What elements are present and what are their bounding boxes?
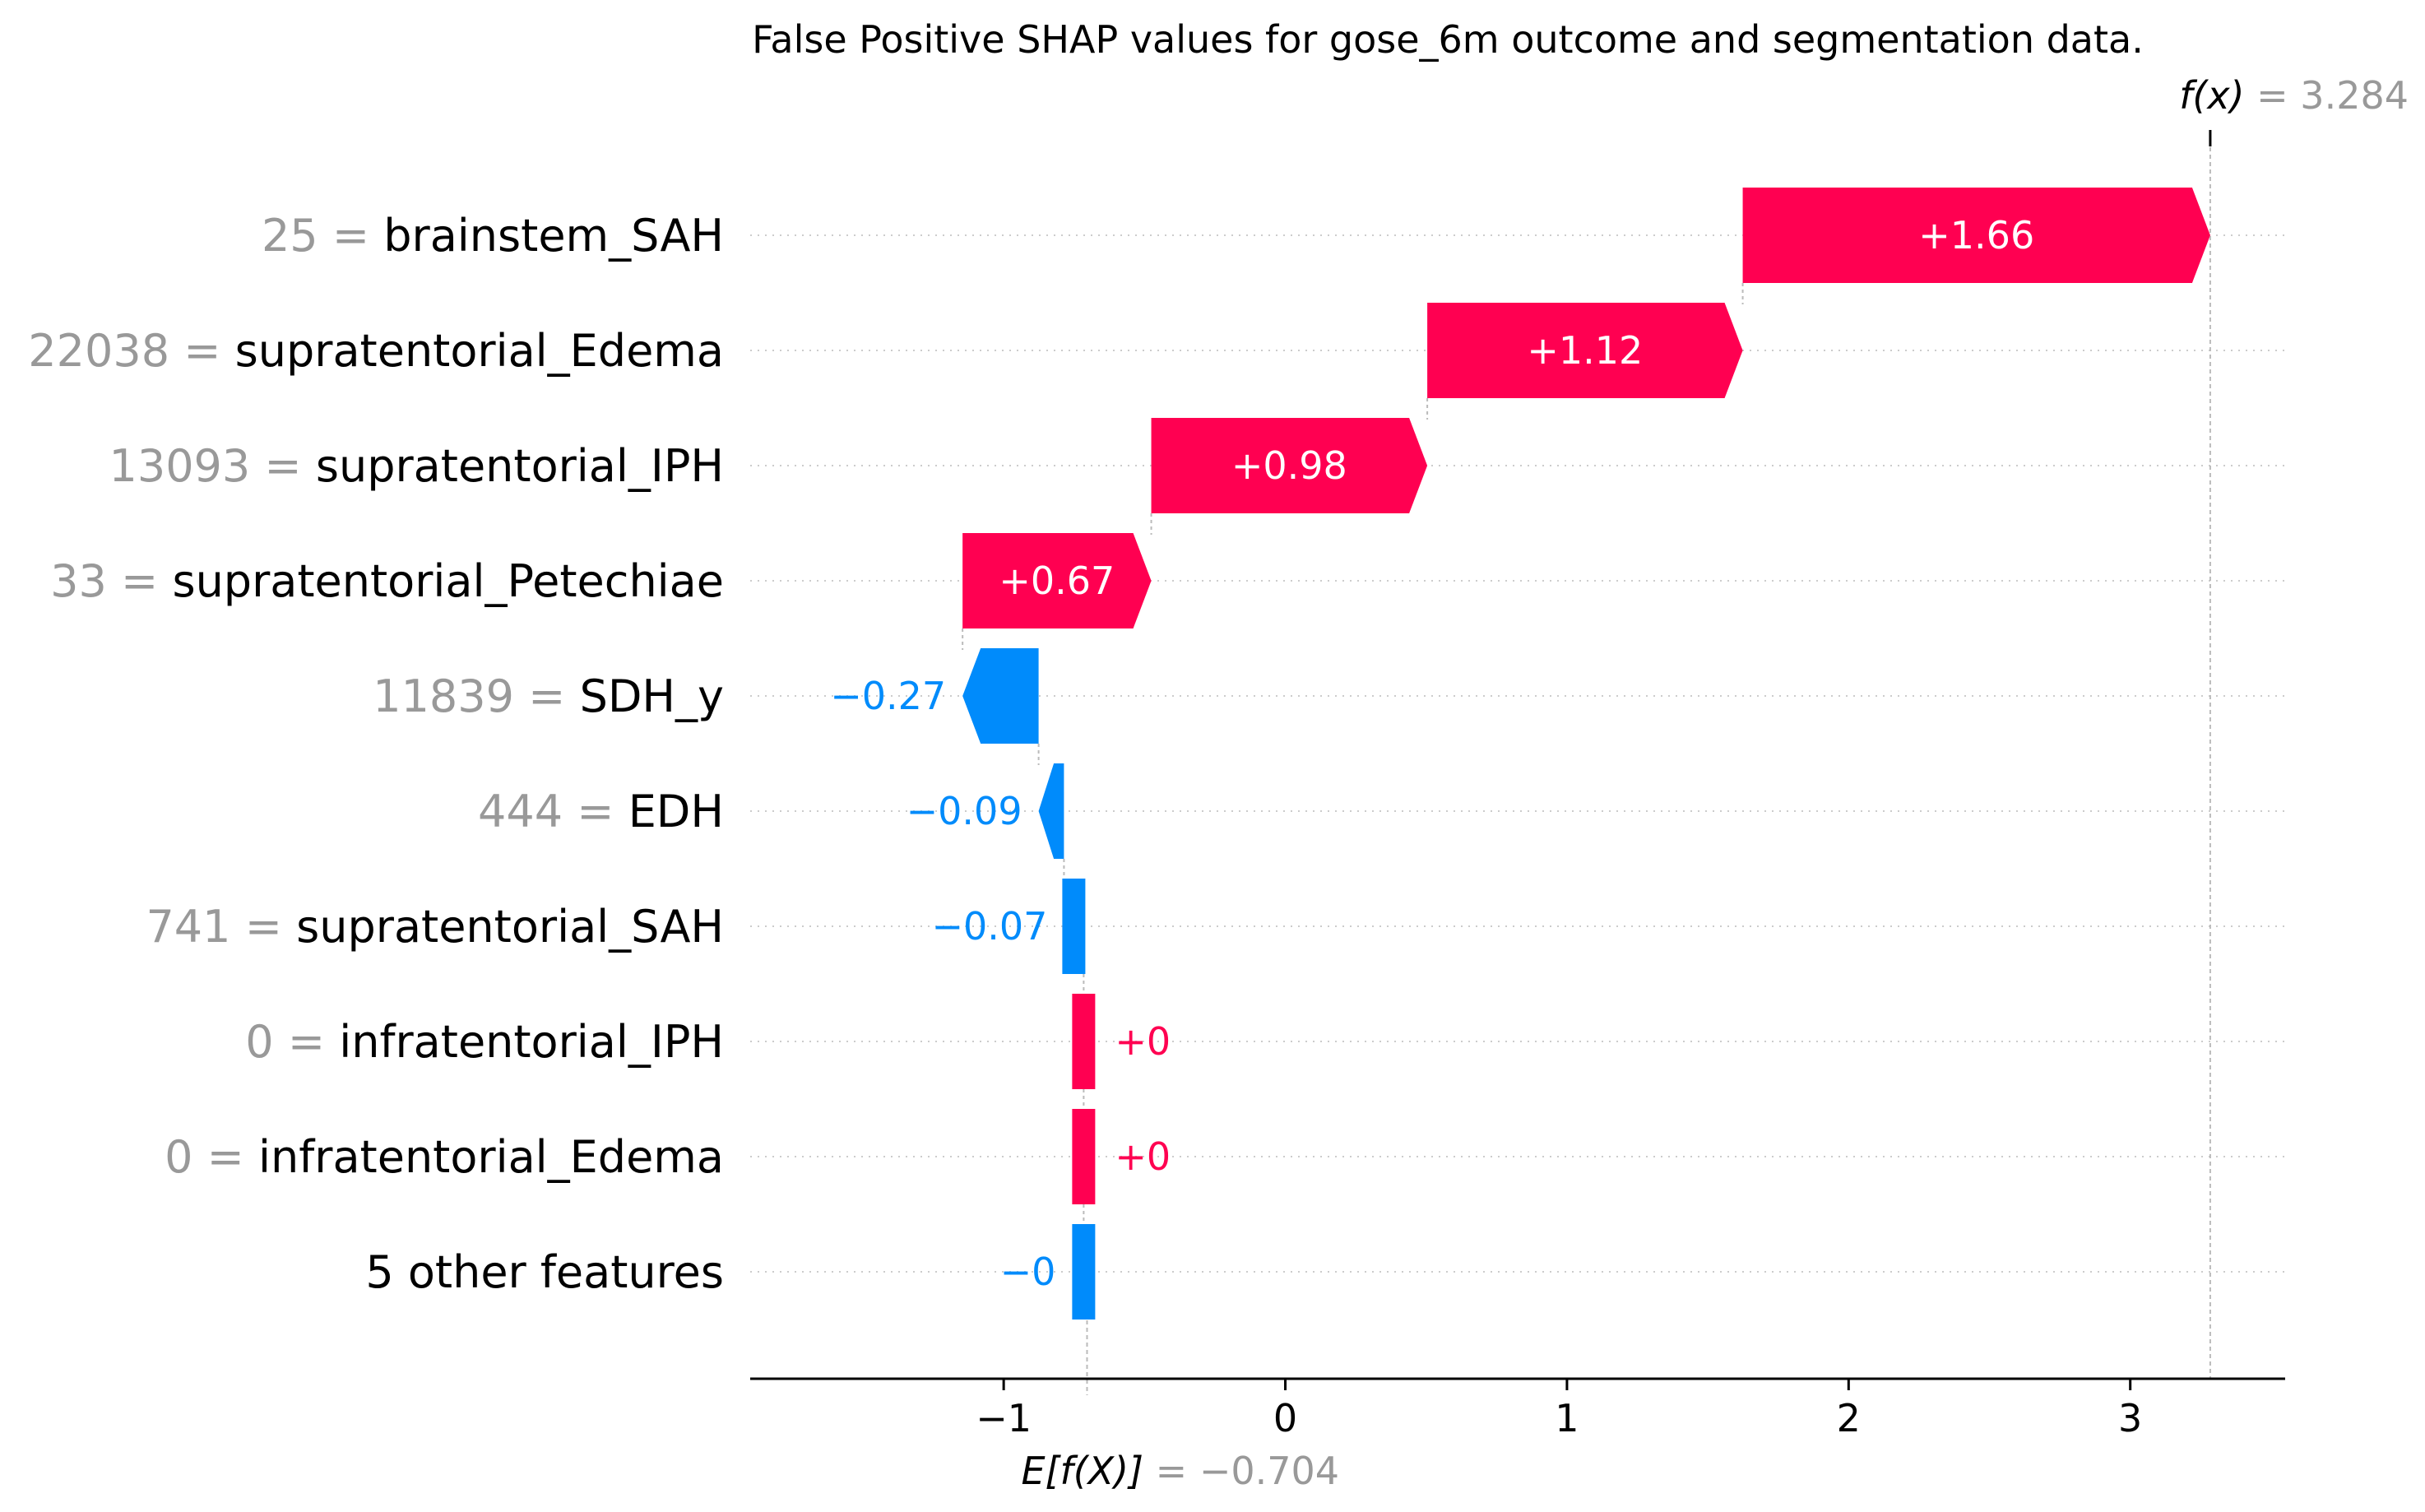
feature-name: infratentorial_IPH [339,1016,724,1068]
bar-value-label: +0.98 [1231,443,1347,488]
feature-label: 33 = supratentorial_Petechiae [50,555,724,607]
bar [1151,418,1428,513]
feature-value: 13093 = [109,440,315,492]
feature-name: EDH [628,786,724,837]
x-axis: −1 0 1 2 3 [750,1377,2285,1440]
feature-name: supratentorial_Edema [235,325,724,377]
bar-value-label: −0 [1000,1250,1056,1294]
base-annotation-label: E[f(X)] [1021,1449,1155,1493]
feature-label: 11839 = SDH_y [373,670,724,722]
bar [1062,879,1086,974]
feature-name: supratentorial_Petechiae [172,555,724,607]
bar-value-label: +1.12 [1527,328,1643,373]
feature-value: 11839 = [373,670,579,722]
feature-name: supratentorial_IPH [316,440,724,492]
x-tick-label: 3 [2118,1396,2142,1440]
feature-name: supratentorial_SAH [296,901,724,953]
bar [1038,763,1064,859]
bar-value-label: −0.07 [931,904,1047,948]
base-annotation: E[f(X)] = −0.704 [1021,1449,1339,1493]
feature-value: 0 = [165,1131,258,1183]
feature-label: 25 = brainstem_SAH [262,210,724,262]
x-tick-label: 2 [1837,1396,1861,1440]
bar-value-label: −0.27 [830,674,946,718]
feature-label: 0 = infratentorial_Edema [165,1131,724,1183]
x-tick-label: 1 [1555,1396,1579,1440]
base-annotation-value: = −0.704 [1156,1449,1339,1493]
fx-annotation: f(x) = 3.284 [2179,73,2409,118]
feature-label: 741 = supratentorial_SAH [146,901,724,953]
bar [1072,1109,1096,1204]
feature-label: 13093 = supratentorial_IPH [109,440,724,492]
x-tick-label: 0 [1273,1396,1297,1440]
bar [1742,188,2210,283]
bar-value-label: +1.66 [1918,213,2034,257]
bar [962,648,1039,744]
feature-value: 0 = [245,1016,339,1068]
bar [1427,303,1743,398]
feature-label: 5 other features [365,1246,724,1298]
x-tick-label: −1 [976,1396,1032,1440]
feature-value: 33 = [50,555,172,607]
fx-annotation-label: f(x) [2179,73,2256,118]
feature-value: 741 = [146,901,296,953]
feature-name: 5 other features [365,1246,724,1298]
bars: +1.66 +1.12 +0.98 +0.67 −0.27 −0.09 −0.07 +0 +0 −… [830,188,2210,1320]
feature-labels: 25 = brainstem_SAH 22038 = supratentorial… [28,210,724,1298]
feature-value: 444 = [478,786,628,837]
feature-value: 25 = [262,210,383,262]
bar [962,533,1152,628]
bar [1072,994,1096,1089]
feature-value: 22038 = [28,325,234,377]
bar [1072,1224,1096,1320]
feature-name: SDH_y [580,670,724,722]
feature-name: infratentorial_Edema [258,1131,724,1183]
fx-annotation-value: = 3.284 [2256,73,2409,118]
annotations: f(x) = 3.284 E[f(X)] = −0.704 [1021,73,2409,1493]
bar-value-label: −0.09 [906,789,1022,833]
bar-value-label: +0 [1115,1134,1171,1179]
feature-label: 444 = EDH [478,786,724,837]
chart-title: False Positive SHAP values for gose_6m o… [752,17,2144,62]
feature-label: 22038 = supratentorial_Edema [28,325,724,377]
feature-name: brainstem_SAH [383,210,724,262]
bar-value-label: +0 [1115,1019,1171,1064]
feature-label: 0 = infratentorial_IPH [245,1016,724,1068]
bar-value-label: +0.67 [999,559,1115,603]
